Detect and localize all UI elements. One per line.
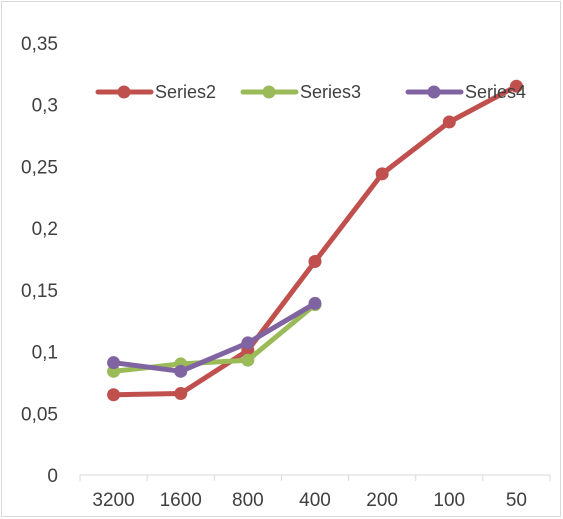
axes: 3200 1600 800 400 200 100 50 0 0,05 0,1 0,15 0,2 0,2… [21, 34, 551, 511]
data-point-series2 [375, 167, 389, 181]
data-point-series4 [174, 364, 188, 378]
data-point-series2 [107, 388, 121, 402]
x-tick-label: 200 [366, 490, 398, 511]
data-point-series3 [241, 353, 255, 367]
data-point-series4 [107, 356, 121, 370]
legend: Series2 Series3 Series4 [95, 82, 526, 102]
legend-item-series4: Series4 [405, 82, 526, 102]
y-tick-label: 0,05 [21, 404, 58, 425]
data-point-series4 [308, 296, 322, 310]
legend-label: Series4 [465, 82, 526, 102]
series-series2 [107, 79, 523, 402]
x-tick-label: 400 [299, 490, 331, 511]
y-tick-label: 0,35 [21, 34, 58, 55]
x-tick-label: 100 [433, 490, 465, 511]
legend-swatch-marker [117, 85, 131, 99]
legend-item-series2: Series2 [95, 82, 216, 102]
legend-label: Series3 [300, 82, 361, 102]
series-line-series2 [111, 83, 519, 398]
legend-label: Series2 [155, 82, 216, 102]
y-tick-label: 0,15 [21, 281, 58, 302]
data-point-series2 [509, 79, 523, 93]
data-point-series2 [174, 387, 188, 401]
y-tick-label: 0,1 [32, 343, 58, 364]
series-line-series4 [111, 300, 318, 374]
y-tick-label: 0,2 [32, 219, 58, 240]
y-tick-label: 0 [47, 466, 58, 487]
y-tick-label: 0,3 [32, 96, 58, 117]
y-tick-label: 0,25 [21, 157, 58, 178]
data-point-series2 [442, 115, 456, 129]
legend-swatch-marker [262, 85, 276, 99]
x-tick-label: 800 [232, 490, 264, 511]
series-series4 [107, 296, 322, 378]
data-point-series4 [241, 336, 255, 350]
x-tick-label: 50 [506, 490, 527, 511]
x-tick-label: 1600 [160, 490, 202, 511]
data-point-series2 [308, 254, 322, 268]
series-layer [107, 79, 523, 402]
legend-swatch-marker [427, 85, 441, 99]
x-tick-label: 3200 [92, 490, 134, 511]
legend-item-series3: Series3 [240, 82, 361, 102]
series-line-series3 [111, 302, 318, 374]
